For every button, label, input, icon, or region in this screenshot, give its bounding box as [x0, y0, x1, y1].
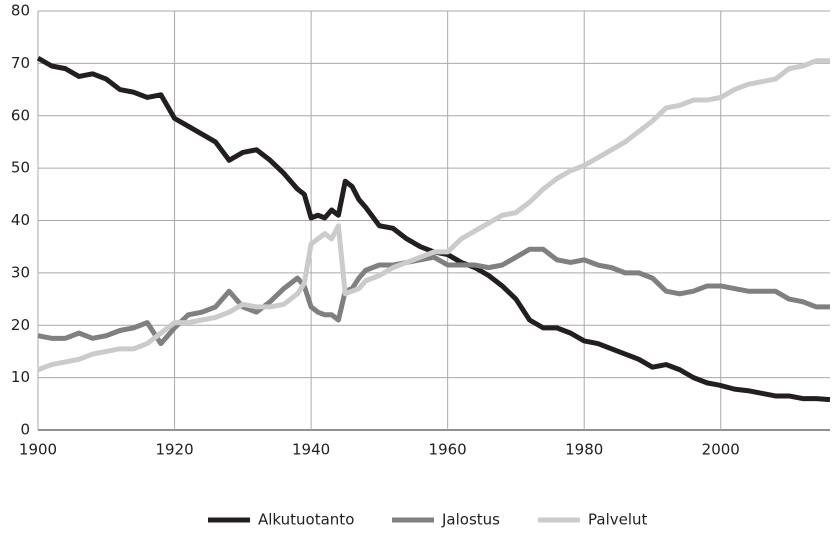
- y-tick-label: 20: [11, 316, 30, 334]
- y-tick-label: 80: [11, 2, 30, 20]
- y-tick-label: 30: [11, 263, 30, 281]
- x-tick-label: 2000: [702, 441, 740, 459]
- x-tick-label: 1960: [429, 441, 467, 459]
- y-tick-label: 10: [11, 368, 30, 386]
- y-tick-label: 50: [11, 159, 30, 177]
- x-tick-label: 1900: [19, 441, 57, 459]
- y-tick-label: 60: [11, 106, 30, 124]
- series-line: [37, 58, 830, 373]
- y-tick-label: 40: [11, 211, 30, 229]
- x-tick-label: 1980: [565, 441, 603, 459]
- y-tick-label: 0: [20, 421, 30, 439]
- y-tick-label: 70: [11, 54, 30, 72]
- series-line: [37, 246, 830, 347]
- legend-label: Jalostus: [441, 511, 500, 529]
- legend-label: Palvelut: [588, 511, 648, 529]
- legend-label: Alkutuotanto: [258, 511, 354, 529]
- x-tick-label: 1940: [292, 441, 330, 459]
- series-line: [36, 55, 831, 403]
- x-tick-label: 1920: [155, 441, 193, 459]
